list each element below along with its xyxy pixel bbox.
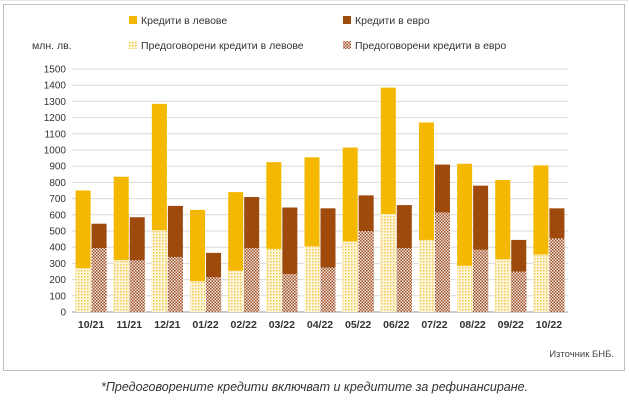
x-tick-label: 06/22 <box>383 319 409 331</box>
bar-renegotiated-euro <box>434 212 450 312</box>
x-tick-label: 08/22 <box>459 319 485 331</box>
x-tick-label: 02/22 <box>231 319 257 331</box>
bar-renegotiated-leva <box>457 265 473 312</box>
gridlines <box>72 68 568 313</box>
top-divider <box>0 0 629 1</box>
bar-renegotiated-leva <box>380 213 396 312</box>
y-tick-label: 1500 <box>44 65 67 76</box>
y-tick-label: 600 <box>49 210 66 221</box>
bar-renegotiated-leva <box>266 248 282 312</box>
x-tick-label: 11/21 <box>116 319 142 331</box>
bar-renegotiated-euro <box>129 260 145 312</box>
legend-label-renegotiated-euro: Предоговорени кредити в евро <box>355 40 506 52</box>
y-tick-label: 200 <box>49 275 66 286</box>
y-tick-label: 700 <box>49 194 66 205</box>
bar-renegotiated-euro <box>282 273 298 312</box>
y-tick-label: 0 <box>60 308 66 319</box>
bar-renegotiated-leva <box>151 230 167 312</box>
y-tick-label: 100 <box>49 291 66 302</box>
x-tick-label: 04/22 <box>307 319 333 331</box>
x-tick-label: 10/21 <box>78 319 104 331</box>
y-tick-label: 1000 <box>44 146 67 157</box>
x-tick-label: 03/22 <box>269 319 295 331</box>
y-tick-label: 400 <box>49 243 66 254</box>
x-tick-labels: 10/21 11/21 12/21 01/22 02/22 03/22 04/22 05/22… <box>78 319 562 331</box>
y-tick-labels: 0 100 200 300 400 500 600 700 800 900 1000 1100 1200… <box>44 65 67 319</box>
chart-legend: Кредити в левове Кредити в евро Предогов… <box>129 15 506 52</box>
legend-label-leva-loans: Кредити в левове <box>141 15 227 27</box>
bar-renegotiated-euro <box>91 248 107 312</box>
x-tick-label: 05/22 <box>345 319 371 331</box>
y-unit-label: млн. лв. <box>32 40 72 52</box>
y-tick-label: 1400 <box>44 81 67 92</box>
bar-renegotiated-leva <box>304 246 320 312</box>
legend-swatch-euro-loans <box>343 16 351 24</box>
bar-renegotiated-euro <box>396 248 412 312</box>
source-note: Източник БНБ. <box>549 349 614 360</box>
bar-renegotiated-euro <box>320 267 336 312</box>
bar-renegotiated-euro <box>244 248 260 312</box>
x-tick-label: 10/22 <box>536 319 562 331</box>
bar-renegotiated-euro <box>549 238 565 312</box>
bar-renegotiated-leva <box>342 241 358 312</box>
y-tick-label: 1300 <box>44 97 67 108</box>
y-tick-label: 900 <box>49 162 66 173</box>
bar-renegotiated-leva <box>113 260 129 312</box>
bar-renegotiated-euro <box>511 271 527 312</box>
x-tick-label: 12/21 <box>154 319 180 331</box>
bar-renegotiated-leva <box>418 239 434 312</box>
bar-renegotiated-euro <box>167 256 183 312</box>
legend-label-renegotiated-leva: Предоговорени кредити в левове <box>141 40 304 52</box>
bar-renegotiated-euro <box>473 249 489 312</box>
legend-swatch-leva-loans <box>129 16 137 24</box>
bar-renegotiated-leva <box>228 270 244 312</box>
legend-label-euro-loans: Кредити в евро <box>355 15 430 27</box>
bar-renegotiated-leva <box>75 268 91 312</box>
bars <box>75 87 565 313</box>
x-tick-label: 07/22 <box>421 319 447 331</box>
y-tick-label: 1100 <box>44 129 66 140</box>
y-tick-label: 500 <box>49 227 66 238</box>
bar-renegotiated-leva <box>495 259 511 312</box>
x-tick-label: 09/22 <box>498 319 524 331</box>
y-tick-label: 1200 <box>44 113 67 124</box>
footnote: *Предоговорените кредити включват и кред… <box>100 380 529 394</box>
bar-renegotiated-leva <box>190 281 206 312</box>
y-tick-label: 300 <box>49 259 66 270</box>
legend-swatch-renegotiated-euro <box>343 41 351 49</box>
y-tick-label: 800 <box>49 178 66 189</box>
bar-renegotiated-euro <box>358 231 374 312</box>
x-tick-label: 01/22 <box>192 319 218 331</box>
bar-renegotiated-euro <box>206 277 222 312</box>
bar-renegotiated-leva <box>533 254 549 312</box>
legend-swatch-renegotiated-leva <box>129 41 137 49</box>
